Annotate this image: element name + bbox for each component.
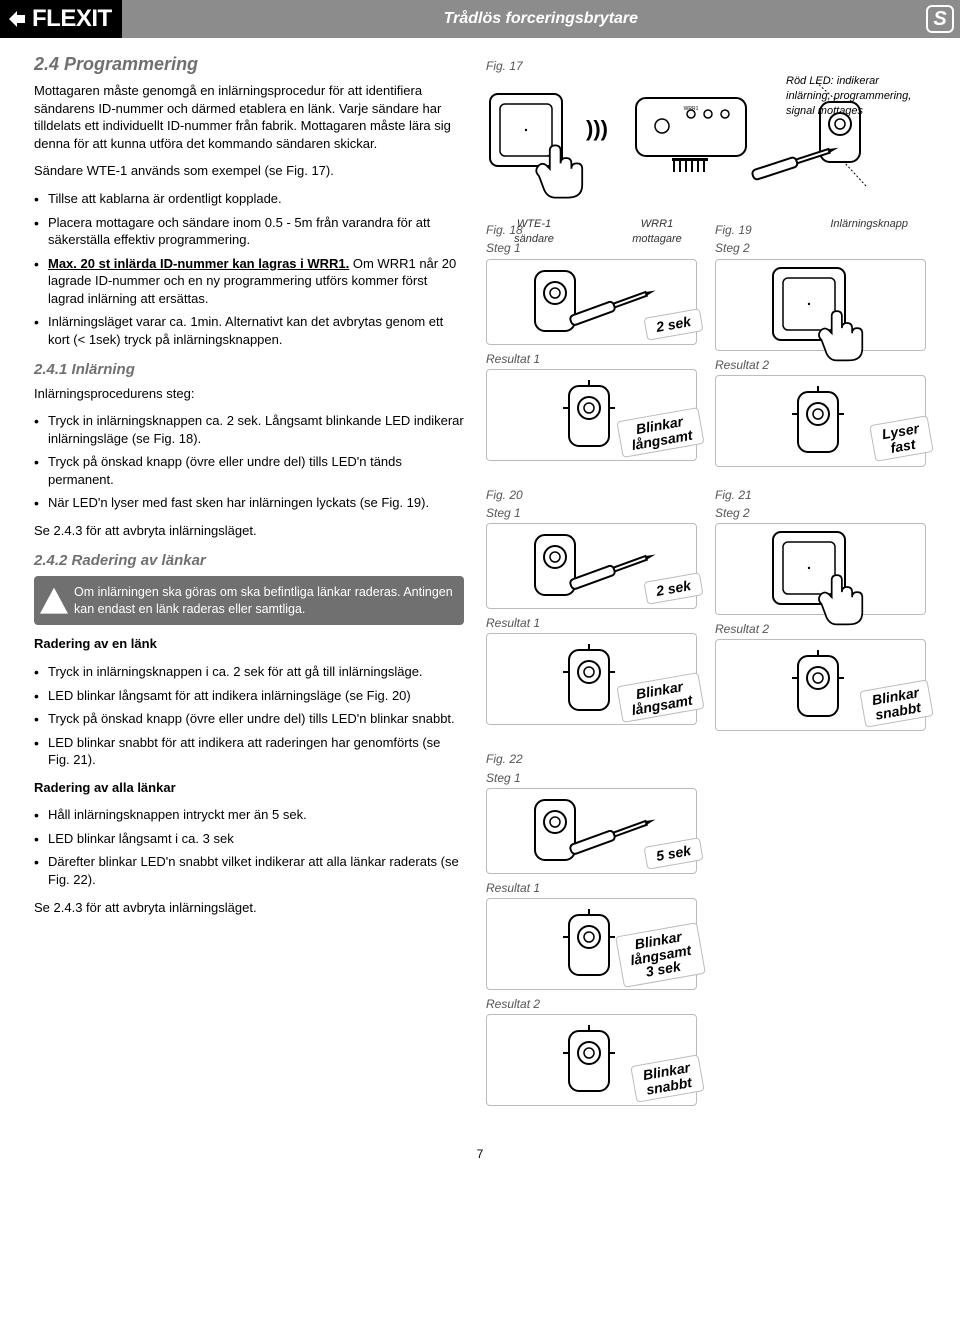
fig20-res1: Resultat 1 bbox=[486, 615, 697, 631]
title-bar: Trådlös forceringsbrytare S bbox=[122, 0, 960, 38]
badge-blink-fast: Blinkar snabbt bbox=[859, 679, 934, 728]
abort-note-1: Se 2.4.3 för att avbryta inlärningsläget… bbox=[34, 522, 464, 540]
left-column: 2.4 Programmering Mottagaren måste genom… bbox=[34, 52, 464, 1112]
fig22-label: Fig. 22 bbox=[486, 751, 697, 767]
fig20-label: Fig. 20 bbox=[486, 487, 697, 503]
bullet-list-3: Tryck in inlärningsknappen i ca. 2 sek f… bbox=[34, 663, 464, 769]
doc-title: Trådlös forceringsbrytare bbox=[444, 8, 638, 30]
list-item: Inlärningsläget varar ca. 1min. Alternat… bbox=[34, 313, 464, 348]
fig18-res1: Resultat 1 bbox=[486, 351, 697, 367]
fig22-res2: Resultat 2 bbox=[486, 996, 697, 1012]
fig20-res1-panel: Blinkar långsamt bbox=[486, 633, 697, 725]
caption-wrr: WRR1 mottagare bbox=[582, 217, 732, 247]
bullet-list-4: Håll inlärningsknappen intryckt mer än 5… bbox=[34, 806, 464, 888]
language-badge: S bbox=[926, 5, 954, 33]
bullet-list-1: Tillse att kablarna är ordentligt koppla… bbox=[34, 190, 464, 348]
list-item: Placera mottagare och sändare inom 0.5 -… bbox=[34, 214, 464, 249]
brand-text: FLEXIT bbox=[32, 3, 112, 35]
fig22-res1: Resultat 1 bbox=[486, 880, 697, 896]
svg-text:))): ))) bbox=[586, 116, 608, 141]
delete-all-heading: Radering av alla länkar bbox=[34, 779, 464, 797]
proc-intro: Inlärningsprocedurens steg: bbox=[34, 385, 464, 403]
logo-glyph-icon bbox=[6, 8, 28, 30]
fig21-res2-panel: Blinkar snabbt bbox=[715, 639, 926, 731]
example-line: Sändare WTE-1 används som exempel (se Fi… bbox=[34, 162, 464, 180]
brand-logo: FLEXIT bbox=[0, 0, 122, 38]
badge-lyser-fast: Lyser fast bbox=[869, 416, 934, 463]
fig21-step2-panel bbox=[715, 523, 926, 615]
subheading-delete: 2.4.2 Radering av länkar bbox=[34, 551, 464, 571]
list-item: Håll inlärningsknappen intryckt mer än 5… bbox=[34, 806, 464, 824]
list-item: Tryck in inlärningsknappen ca. 2 sek. Lå… bbox=[34, 412, 464, 447]
list-item: När LED'n lyser med fast sken har inlärn… bbox=[34, 494, 464, 512]
fig21-step2: Steg 2 bbox=[715, 505, 926, 521]
header: FLEXIT Trådlös forceringsbrytare S bbox=[0, 0, 960, 38]
badge-blink-fast-b: Blinkar snabbt bbox=[630, 1054, 705, 1103]
svg-text:WRR1: WRR1 bbox=[684, 106, 699, 112]
fig22-res2-panel: Blinkar snabbt bbox=[486, 1014, 697, 1106]
list-item: LED blinkar långsamt i ca. 3 sek bbox=[34, 830, 464, 848]
right-column: Fig. 17 Röd LED: indikerar inlärning, pr… bbox=[486, 52, 926, 1112]
abort-note-2: Se 2.4.3 för att avbryta inlärningsläget… bbox=[34, 899, 464, 917]
fig19-step2-panel bbox=[715, 259, 926, 351]
list-item: Tryck på önskad knapp (övre eller undre … bbox=[34, 710, 464, 728]
list-item: Tillse att kablarna är ordentligt koppla… bbox=[34, 190, 464, 208]
fig21-res2: Resultat 2 bbox=[715, 621, 926, 637]
list-item: Max. 20 st inlärda ID-nummer kan lagras … bbox=[34, 255, 464, 308]
fig19-res2: Resultat 2 bbox=[715, 357, 926, 373]
list-item: Därefter blinkar LED'n snabbt vilket ind… bbox=[34, 853, 464, 888]
list-item: Tryck på önskad knapp (övre eller undre … bbox=[34, 453, 464, 488]
list-item: LED blinkar snabbt för att indikera att … bbox=[34, 734, 464, 769]
fig20-step1: Steg 1 bbox=[486, 505, 697, 521]
subheading-learning: 2.4.1 Inlärning bbox=[34, 360, 464, 380]
fig22-res1-panel: Blinkar långsamt 3 sek bbox=[486, 898, 697, 990]
fig22-step1-panel: 5 sek bbox=[486, 788, 697, 874]
caption-wte: WTE-1 sändare bbox=[486, 217, 582, 247]
fig21-label: Fig. 21 bbox=[715, 487, 926, 503]
bullet-list-2: Tryck in inlärningsknappen ca. 2 sek. Lå… bbox=[34, 412, 464, 512]
delete-one-heading: Radering av en länk bbox=[34, 635, 464, 653]
fig20-step1-panel: 2 sek bbox=[486, 523, 697, 609]
fig18-step1-panel: 2 sek bbox=[486, 259, 697, 345]
section-heading: 2.4 Programmering bbox=[34, 52, 464, 76]
warning-note: Om inlärningen ska göras om ska befintli… bbox=[34, 576, 464, 626]
led-note: Röd LED: indikerar inlärning, programmer… bbox=[786, 74, 926, 119]
fig18-res1-panel: Blinkar långsamt bbox=[486, 369, 697, 461]
fig17-diagram: Röd LED: indikerar inlärning, programmer… bbox=[486, 76, 926, 216]
list-item: Tryck in inlärningsknappen i ca. 2 sek f… bbox=[34, 663, 464, 681]
fig17-label: Fig. 17 bbox=[486, 58, 926, 74]
caption-learn-btn: Inlärningsknapp bbox=[732, 217, 926, 247]
page-number: 7 bbox=[0, 1146, 960, 1162]
intro-paragraph: Mottagaren måste genomgå en inlärningspr… bbox=[34, 82, 464, 152]
fig19-res2-panel: Lyser fast bbox=[715, 375, 926, 467]
fig22-step1: Steg 1 bbox=[486, 770, 697, 786]
list-item: LED blinkar långsamt för att indikera in… bbox=[34, 687, 464, 705]
warning-triangle-icon bbox=[40, 588, 68, 614]
